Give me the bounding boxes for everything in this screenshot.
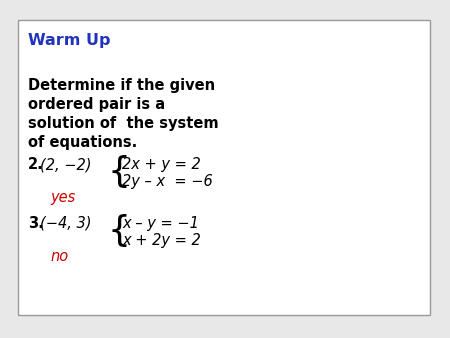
Text: no: no bbox=[50, 249, 68, 264]
Text: x + 2y = 2: x + 2y = 2 bbox=[122, 233, 201, 248]
Text: 2y – x  = −6: 2y – x = −6 bbox=[122, 174, 213, 189]
Text: of equations.: of equations. bbox=[28, 135, 137, 150]
Text: {: { bbox=[108, 155, 131, 189]
Text: 2x + y = 2: 2x + y = 2 bbox=[122, 157, 201, 172]
Text: {: { bbox=[108, 214, 131, 248]
Text: 3.: 3. bbox=[28, 216, 44, 231]
Text: Determine if the given: Determine if the given bbox=[28, 78, 215, 93]
Text: (2, −2): (2, −2) bbox=[40, 157, 91, 172]
Text: x – y = −1: x – y = −1 bbox=[122, 216, 199, 231]
Text: solution of  the system: solution of the system bbox=[28, 116, 219, 131]
FancyBboxPatch shape bbox=[18, 20, 430, 315]
Text: yes: yes bbox=[50, 190, 75, 205]
Text: 2.: 2. bbox=[28, 157, 44, 172]
Text: (−4, 3): (−4, 3) bbox=[40, 216, 91, 231]
Text: Warm Up: Warm Up bbox=[28, 33, 111, 48]
Text: ordered pair is a: ordered pair is a bbox=[28, 97, 165, 112]
